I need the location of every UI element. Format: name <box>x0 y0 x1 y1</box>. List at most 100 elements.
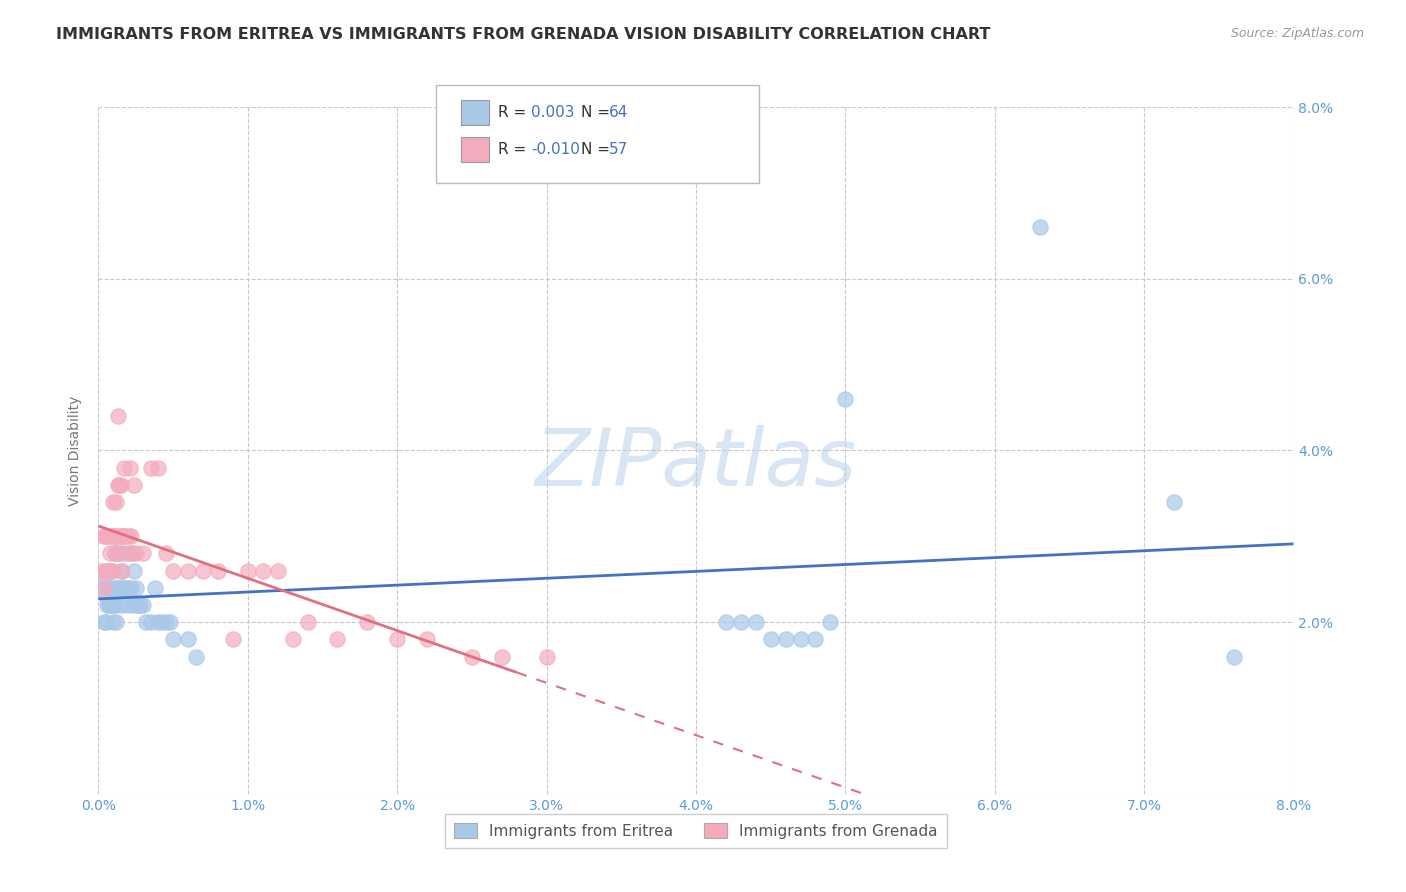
Point <box>114 529 136 543</box>
Point <box>90 581 112 595</box>
Point <box>118 546 141 561</box>
Point <box>104 598 127 612</box>
Point <box>96 598 118 612</box>
Text: -0.010: -0.010 <box>531 143 581 157</box>
Point <box>162 632 184 647</box>
Text: IMMIGRANTS FROM ERITREA VS IMMIGRANTS FROM GRENADA VISION DISABILITY CORRELATION: IMMIGRANTS FROM ERITREA VS IMMIGRANTS FR… <box>56 27 991 42</box>
Point <box>103 529 125 543</box>
Point <box>108 546 131 561</box>
Point <box>789 632 811 647</box>
Point <box>155 546 177 561</box>
Point <box>107 581 129 595</box>
Point <box>252 564 274 578</box>
Point <box>139 460 162 475</box>
Point <box>94 564 117 578</box>
Point <box>804 632 827 647</box>
Point <box>108 478 131 492</box>
Point <box>110 598 132 612</box>
Point <box>281 632 304 647</box>
Point <box>714 615 737 630</box>
Point <box>111 546 134 561</box>
Text: 57: 57 <box>609 143 628 157</box>
Point <box>127 598 149 612</box>
Point <box>114 581 136 595</box>
Point <box>108 581 131 595</box>
Point <box>112 529 135 543</box>
Point <box>110 478 132 492</box>
Point <box>236 564 259 578</box>
Point <box>124 564 146 578</box>
Point <box>191 564 214 578</box>
Point <box>98 581 122 595</box>
Point <box>104 546 127 561</box>
Point <box>94 590 117 604</box>
Point <box>121 546 143 561</box>
Point <box>105 495 128 509</box>
Point <box>101 598 124 612</box>
Point <box>155 615 177 630</box>
Point <box>115 546 138 561</box>
Point <box>150 615 173 630</box>
Point <box>104 546 127 561</box>
Point <box>326 632 349 647</box>
Point <box>111 564 134 578</box>
Point <box>148 460 170 475</box>
Point <box>536 649 558 664</box>
Point <box>108 529 131 543</box>
Text: R =: R = <box>498 143 531 157</box>
Point <box>184 649 207 664</box>
Point <box>98 564 122 578</box>
Text: 0.003: 0.003 <box>531 105 575 120</box>
Point <box>129 598 152 612</box>
Point <box>111 529 134 543</box>
Point <box>135 615 157 630</box>
Text: N =: N = <box>581 143 614 157</box>
Point <box>101 564 124 578</box>
Point <box>112 460 135 475</box>
Legend: Immigrants from Eritrea, Immigrants from Grenada: Immigrants from Eritrea, Immigrants from… <box>446 814 946 848</box>
Y-axis label: Vision Disability: Vision Disability <box>69 395 83 506</box>
Point <box>103 581 125 595</box>
Point <box>385 632 409 647</box>
Point <box>117 529 139 543</box>
Point <box>97 564 120 578</box>
Point <box>93 581 115 595</box>
Point <box>128 598 150 612</box>
Point <box>105 581 128 595</box>
Point <box>124 478 146 492</box>
Point <box>103 615 125 630</box>
Point <box>91 529 114 543</box>
Point <box>91 572 114 586</box>
Point <box>132 598 155 612</box>
Text: N =: N = <box>581 105 614 120</box>
Point <box>416 632 439 647</box>
Point <box>101 529 124 543</box>
Text: R =: R = <box>498 105 531 120</box>
Point <box>101 564 124 578</box>
Point <box>115 598 138 612</box>
Point <box>132 546 155 561</box>
Point <box>94 615 117 630</box>
Point <box>110 564 132 578</box>
Point <box>105 529 128 543</box>
Point <box>97 529 120 543</box>
Point <box>103 598 125 612</box>
Point <box>1163 495 1185 509</box>
Point <box>97 598 120 612</box>
Text: Source: ZipAtlas.com: Source: ZipAtlas.com <box>1230 27 1364 40</box>
Point <box>118 460 141 475</box>
Point <box>1028 220 1050 235</box>
Point <box>90 564 112 578</box>
Point <box>110 529 132 543</box>
Point <box>112 581 135 595</box>
Point <box>491 649 513 664</box>
Point <box>148 615 170 630</box>
Point <box>139 615 162 630</box>
Point <box>107 546 129 561</box>
Point <box>111 581 134 595</box>
Point <box>177 632 200 647</box>
Point <box>121 598 143 612</box>
Text: 64: 64 <box>609 105 628 120</box>
Point <box>820 615 842 630</box>
Point <box>461 649 484 664</box>
